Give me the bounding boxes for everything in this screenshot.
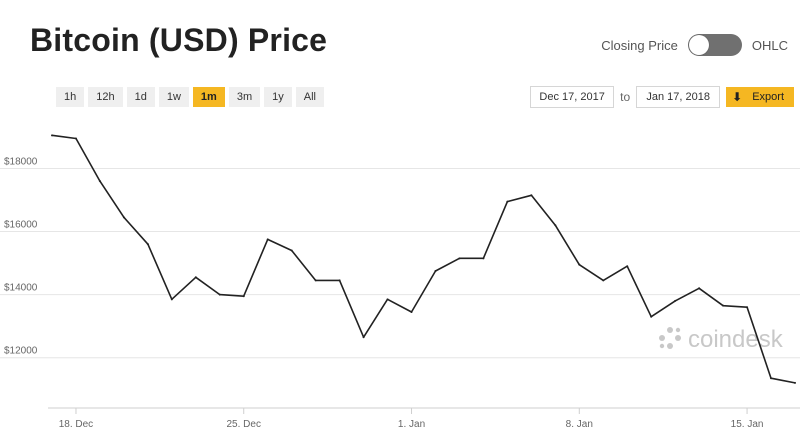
data-point [746, 306, 749, 309]
y-tick-label: $18000 [4, 156, 38, 167]
date-to-label: to [620, 90, 631, 104]
data-point [770, 377, 773, 380]
data-point [626, 265, 629, 268]
data-point [722, 304, 725, 307]
price-line [51, 134, 796, 384]
x-tick-label: 15. Jan [731, 419, 764, 430]
data-point [698, 287, 701, 290]
export-label: Export [752, 91, 784, 103]
x-tick-label: 18. Dec [59, 419, 93, 430]
range-button-1y[interactable]: 1y [264, 87, 292, 107]
time-range-buttons: 1h 12h 1d 1w 1m 3m 1y All [56, 87, 328, 107]
data-point [362, 336, 365, 339]
range-button-1h[interactable]: 1h [56, 87, 85, 107]
grid-lines [0, 167, 800, 359]
y-axis-labels: $12000 $14000 $16000 $18000 [4, 156, 38, 356]
data-point [506, 200, 509, 203]
range-button-1d[interactable]: 1d [126, 87, 155, 107]
download-arrow-icon: ⬇ [732, 90, 743, 104]
closing-price-label[interactable]: Closing Price [601, 37, 678, 53]
data-point [194, 276, 197, 279]
data-point [410, 310, 413, 313]
data-point [482, 257, 485, 260]
data-point [146, 243, 149, 246]
data-point [386, 298, 389, 301]
y-tick-label: $12000 [4, 346, 38, 357]
range-button-12h[interactable]: 12h [88, 87, 123, 107]
data-point [266, 238, 269, 241]
data-point [794, 381, 796, 384]
date-from-field[interactable]: Dec 17, 2017 [530, 86, 615, 108]
data-point [554, 224, 557, 227]
toggle-knob [688, 35, 709, 55]
range-button-3m[interactable]: 3m [228, 87, 261, 107]
data-point [218, 293, 221, 296]
data-point [170, 298, 173, 301]
price-mode-toggle-group: Closing Price OHLC [601, 34, 788, 56]
page-title: Bitcoin (USD) Price [30, 22, 328, 58]
export-button[interactable]: ⬇ Export [726, 87, 794, 107]
data-point [122, 216, 125, 219]
data-point [74, 137, 77, 140]
data-point [98, 180, 101, 183]
data-point [530, 194, 533, 197]
ohlc-label[interactable]: OHLC [751, 37, 788, 53]
price-mode-toggle[interactable] [687, 34, 742, 56]
range-button-1w[interactable]: 1w [158, 87, 189, 107]
date-range-controls: Dec 17, 2017 to Jan 17, 2018 ⬇ Export [530, 86, 794, 108]
x-tick-label: 25. Dec [227, 419, 261, 430]
coindesk-logo-icon [659, 327, 681, 349]
data-point [650, 315, 653, 318]
data-point [458, 257, 461, 260]
x-axis: 18. Dec 25. Dec 1. Jan 8. Jan 15. Jan [48, 407, 800, 430]
coindesk-watermark: coindesk [659, 326, 784, 353]
data-point [674, 299, 677, 302]
watermark-text: coindesk [688, 326, 784, 353]
data-point [242, 295, 245, 298]
y-tick-label: $14000 [4, 283, 38, 294]
data-point [290, 249, 293, 252]
data-point [434, 269, 437, 272]
data-point [602, 279, 605, 282]
data-point [314, 279, 317, 282]
data-point [338, 279, 341, 282]
data-point [51, 134, 53, 137]
data-point [578, 263, 581, 266]
x-tick-label: 8. Jan [566, 419, 593, 430]
x-tick-label: 1. Jan [398, 419, 425, 430]
range-button-1m[interactable]: 1m [192, 87, 225, 107]
range-button-all[interactable]: All [295, 87, 324, 107]
y-tick-label: $16000 [4, 220, 38, 231]
date-to-field[interactable]: Jan 17, 2018 [636, 86, 721, 108]
